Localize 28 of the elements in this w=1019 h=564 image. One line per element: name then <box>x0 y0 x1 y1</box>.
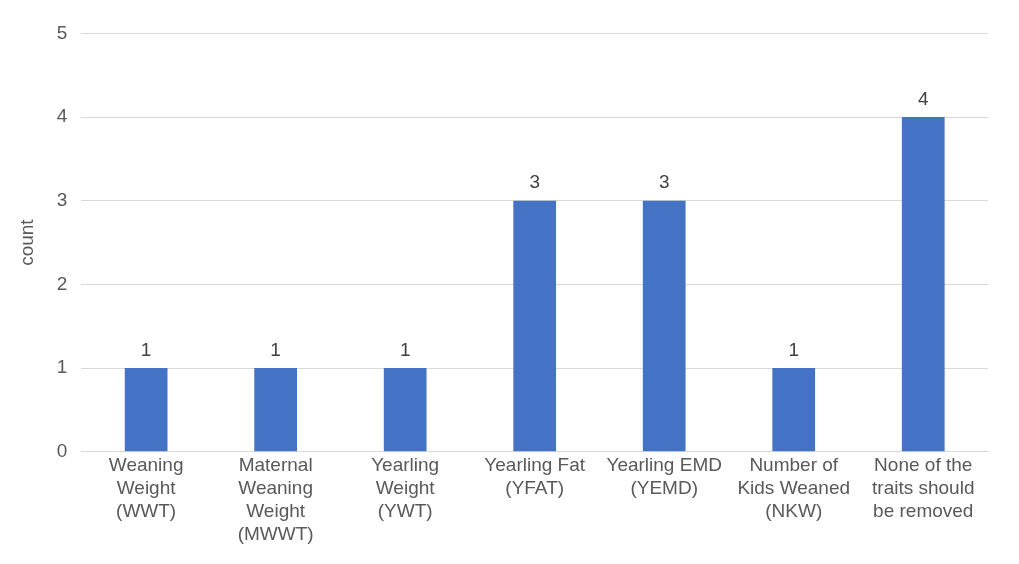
bar <box>254 368 298 452</box>
y-tick-label: 2 <box>56 272 68 294</box>
x-tick-label: Yearling EMD (YEMD) <box>606 454 722 499</box>
bar <box>513 200 557 452</box>
data-label: 1 <box>788 338 800 360</box>
y-tick-label: 0 <box>56 440 68 462</box>
x-tick-label: Maternal Weaning Weight (MWWT) <box>237 454 314 544</box>
data-label: 3 <box>658 171 670 193</box>
x-tick-label: Number of Kids Weaned (NKW) <box>737 454 851 522</box>
x-tick-label: Yearling Fat (YFAT) <box>484 454 586 499</box>
bar <box>124 368 168 452</box>
bar <box>901 117 945 452</box>
data-label: 4 <box>917 87 929 109</box>
data-label: 1 <box>270 338 281 360</box>
y-tick-label: 3 <box>56 188 68 210</box>
y-axis-title: count <box>15 218 37 266</box>
bar <box>772 368 816 452</box>
y-tick-label: 4 <box>56 105 68 127</box>
x-tick-label: Weaning Weight (WWT) <box>108 454 184 522</box>
bar <box>642 200 686 452</box>
x-tick-label: Yearling Weight (YWT) <box>371 454 440 522</box>
data-label: 1 <box>140 338 152 360</box>
y-tick-label: 1 <box>56 356 68 378</box>
bar <box>383 368 427 452</box>
x-tick-label: None of the traits should be removed <box>872 454 975 522</box>
data-label: 1 <box>399 338 411 360</box>
data-label: 3 <box>529 171 540 193</box>
y-tick-label: 5 <box>56 21 68 43</box>
